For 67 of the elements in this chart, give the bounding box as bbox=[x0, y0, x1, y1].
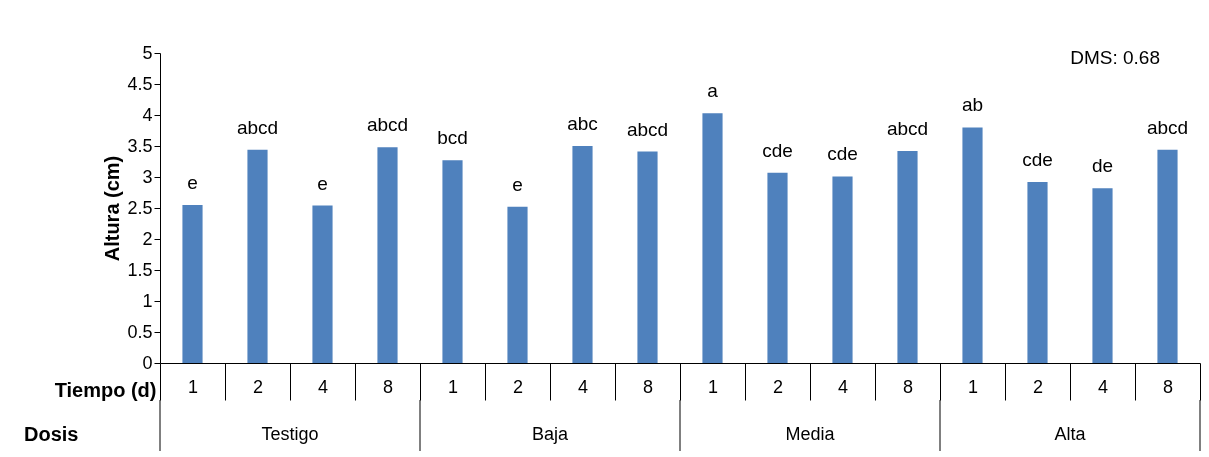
text: Testigo bbox=[261, 424, 319, 444]
bar bbox=[572, 146, 593, 363]
data-label: abcd bbox=[236, 116, 279, 138]
bar bbox=[962, 127, 983, 363]
data-label: e bbox=[187, 171, 198, 193]
y-tick-label: 2.5 bbox=[127, 197, 153, 218]
x-tick-label: 4 bbox=[837, 376, 849, 397]
text: Media bbox=[785, 424, 836, 444]
y-tick-label: 4 bbox=[142, 104, 153, 125]
y-axis-title: Altura (cm) bbox=[101, 155, 124, 262]
bar bbox=[182, 204, 203, 363]
data-label: cde bbox=[762, 139, 793, 161]
x-tick-label: 1 bbox=[967, 376, 979, 397]
x-tick-label: 4 bbox=[577, 376, 589, 397]
data-label: abcd bbox=[626, 118, 669, 140]
x-axis-title: Tiempo (d) bbox=[54, 378, 157, 401]
bar bbox=[897, 150, 918, 363]
bar bbox=[442, 160, 463, 363]
data-label: cde bbox=[1022, 148, 1053, 170]
text: Dosis bbox=[24, 423, 79, 445]
x-tick-label: 8 bbox=[1162, 376, 1174, 397]
data-label: e bbox=[317, 172, 328, 194]
bar bbox=[312, 205, 333, 363]
y-tick-label: 5 bbox=[142, 42, 153, 63]
y-tick-label: 0 bbox=[142, 352, 153, 373]
x-tick-label: 4 bbox=[1097, 376, 1109, 397]
y-tick-label: 0.5 bbox=[127, 321, 153, 342]
x-tick-label: 1 bbox=[447, 376, 459, 397]
y-tick-label: 4.5 bbox=[127, 73, 153, 94]
data-label: a bbox=[707, 80, 719, 102]
y-tick-label: 3.5 bbox=[127, 135, 153, 156]
bar bbox=[377, 147, 398, 363]
data-label: abcd bbox=[886, 117, 929, 139]
x-tick-label: 2 bbox=[512, 376, 524, 397]
text: Baja bbox=[531, 424, 569, 444]
y-tick-label: 1.5 bbox=[127, 259, 153, 280]
bar bbox=[1027, 181, 1048, 363]
bar bbox=[507, 206, 528, 363]
data-label: cde bbox=[827, 143, 858, 165]
bar bbox=[832, 176, 853, 363]
text: Alta bbox=[1054, 424, 1087, 444]
bar bbox=[1157, 149, 1178, 363]
data-label: abcd bbox=[1146, 116, 1189, 138]
bar bbox=[247, 149, 268, 363]
bar bbox=[1092, 188, 1113, 363]
bar bbox=[702, 113, 723, 363]
x-tick-label: 8 bbox=[642, 376, 654, 397]
y-tick-label: 3 bbox=[142, 166, 153, 187]
data-label: de bbox=[1091, 155, 1114, 177]
x-tick-label: 1 bbox=[187, 376, 199, 397]
bar bbox=[637, 151, 658, 363]
x-tick-label: 2 bbox=[772, 376, 784, 397]
x-tick-label: 8 bbox=[382, 376, 394, 397]
data-label: ab bbox=[961, 94, 984, 116]
x-tick-label: 2 bbox=[1032, 376, 1044, 397]
y-tick-label: 1 bbox=[142, 290, 153, 311]
data-label: bcd bbox=[437, 127, 468, 149]
data-label: abcd bbox=[366, 114, 409, 136]
data-label: e bbox=[512, 173, 523, 195]
x-tick-label: 4 bbox=[317, 376, 329, 397]
data-label: abc bbox=[567, 113, 598, 134]
annotation: DMS: 0.68 bbox=[1070, 47, 1160, 68]
y-tick-label: 2 bbox=[142, 228, 153, 249]
bar bbox=[767, 172, 788, 363]
x-tick-label: 2 bbox=[252, 376, 264, 397]
x-tick-label: 1 bbox=[707, 376, 719, 397]
x-tick-label: 8 bbox=[902, 376, 914, 397]
